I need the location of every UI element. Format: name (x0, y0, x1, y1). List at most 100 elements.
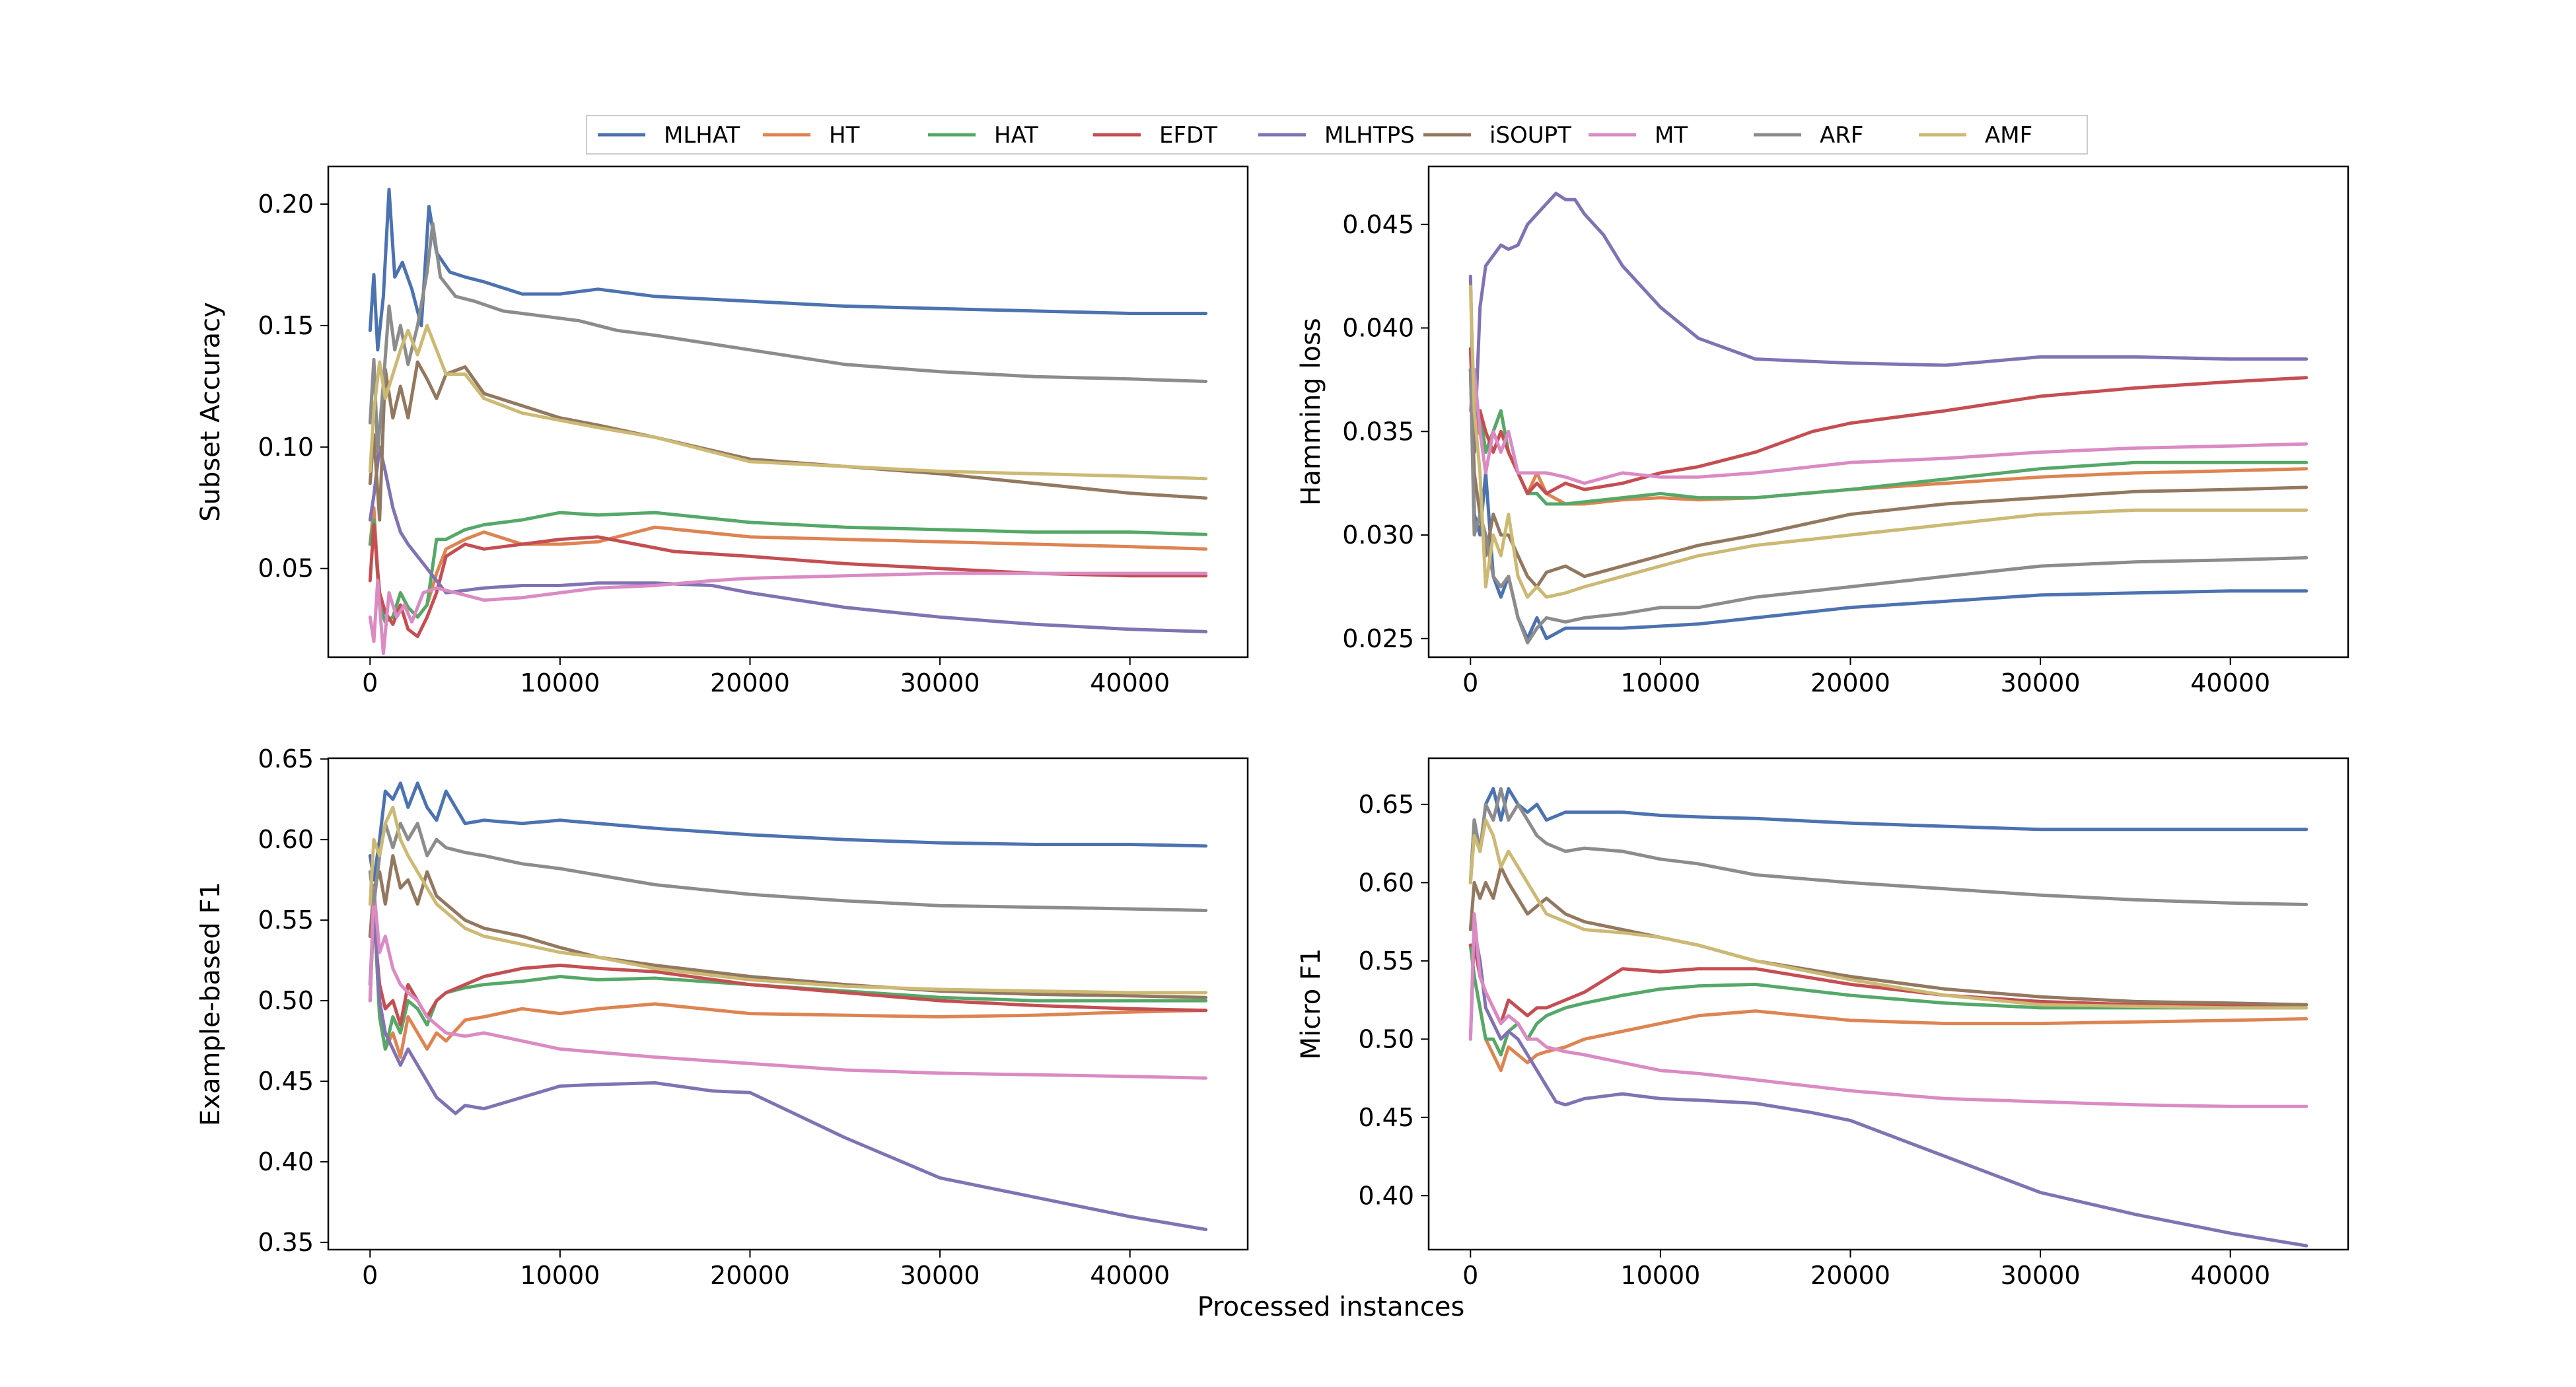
series-line-hat (1468, 943, 2308, 1057)
x-tick-label: 30000 (2001, 668, 2081, 697)
series-line-arf (368, 221, 1208, 454)
x-tick-label: 40000 (1090, 668, 1170, 697)
x-tick-label: 10000 (520, 1261, 600, 1290)
series-line-efdt (368, 523, 1208, 639)
series-line-arf (368, 822, 1208, 912)
x-tick-label: 30000 (900, 1261, 980, 1290)
series-line-mlhat (368, 188, 1208, 352)
y-tick-label: 0.035 (1342, 417, 1414, 446)
y-tick-label: 0.15 (258, 311, 314, 340)
y-axis-label-subset-accuracy: Subset Accuracy (196, 302, 226, 522)
y-tick-label: 0.50 (258, 986, 314, 1015)
axes-frame-example-based-f1 (327, 757, 1249, 1251)
x-tick-label: 20000 (710, 668, 790, 697)
y-tick-label: 0.55 (258, 906, 314, 935)
legend-entries: MLHAT HT HAT EFDT MLHTPS iSOUPT MT ARF AMF (598, 122, 2032, 149)
y-tick-label: 0.025 (1342, 624, 1414, 653)
y-tick-label: 0.60 (1358, 868, 1414, 897)
plot-area-subset-accuracy (368, 188, 1208, 655)
x-tick-label: 40000 (2190, 668, 2270, 697)
y-tick-label: 0.65 (258, 744, 314, 773)
y-tick-label: 0.05 (258, 554, 314, 583)
x-tick-label: 0 (1462, 1261, 1478, 1290)
panel-subset-accuracy: 0 10000 20000 30000 40000 0.05 0.10 0.15 0.20 Sub… (196, 165, 1249, 697)
series-line-efdt (368, 918, 1208, 1027)
series-line-mt (1468, 367, 2308, 485)
legend-label-hat: HAT (994, 122, 1038, 149)
legend-box (586, 115, 2088, 155)
y-tick-label: 0.045 (1342, 210, 1414, 239)
series-line-mlhat (368, 781, 1208, 882)
plot-area-example-based-f1 (368, 781, 1208, 1231)
legend: MLHAT HT HAT EFDT MLHTPS iSOUPT MT ARF AMF (586, 115, 2088, 155)
plot-area-hamming-loss (1468, 192, 2308, 645)
axes-frame-hamming-loss (1427, 165, 2349, 658)
axes-frame-subset-accuracy (327, 165, 1249, 658)
series-line-mlhtps (368, 902, 1208, 1231)
series-line-amf (1468, 285, 2308, 599)
series-line-arf (1468, 787, 2308, 906)
series-line-ht (1468, 943, 2308, 1073)
y-tick-label: 0.60 (258, 825, 314, 854)
series-line-hat (368, 902, 1208, 1051)
x-tick-label: 20000 (1810, 668, 1890, 697)
y-tick-label: 0.40 (258, 1147, 314, 1176)
series-line-mt (368, 571, 1208, 655)
legend-label-isoupt: iSOUPT (1489, 122, 1571, 149)
series-line-amf (368, 805, 1208, 995)
series-line-mt (1468, 912, 2308, 1108)
series-line-amf (368, 324, 1208, 481)
series-line-mt (368, 886, 1208, 1080)
x-tick-label: 0 (362, 1261, 378, 1290)
series-line-mlhtps (1468, 928, 2308, 1248)
legend-label-amf: AMF (1985, 122, 2032, 149)
y-tick-label: 0.65 (1358, 790, 1414, 819)
y-tick-label: 0.40 (1358, 1181, 1414, 1210)
legend-label-efdt: EFDT (1159, 122, 1217, 149)
y-axis-label-hamming-loss: Hamming loss (1296, 318, 1326, 505)
x-tick-label: 30000 (900, 668, 980, 697)
x-tick-label: 20000 (1810, 1261, 1890, 1290)
legend-label-arf: ARF (1820, 122, 1863, 149)
series-line-amf (1468, 818, 2308, 1010)
series-line-ht (368, 902, 1208, 1059)
series-line-mlhtps (1468, 192, 2308, 454)
series-line-efdt (1468, 347, 2308, 495)
panel-example-based-f1: 0 10000 20000 30000 40000 0.35 0.40 0.45 0.50 0.5… (196, 744, 1249, 1290)
x-tick-label: 40000 (1090, 1261, 1170, 1290)
series-line-isoupt (1468, 367, 2308, 588)
x-tick-label: 10000 (1620, 668, 1700, 697)
x-tick-label: 10000 (1620, 1261, 1700, 1290)
legend-label-mt: MT (1655, 122, 1688, 149)
y-tick-label: 0.45 (1358, 1103, 1414, 1132)
shared-x-axis-label: Processed instances (1198, 1292, 1465, 1322)
y-tick-label: 0.55 (1358, 946, 1414, 976)
y-tick-label: 0.10 (258, 433, 314, 462)
x-tick-label: 0 (1462, 668, 1478, 697)
series-line-mlhtps (368, 445, 1208, 633)
x-tick-label: 20000 (710, 1261, 790, 1290)
y-axis-label-example-based-f1: Example-based F1 (196, 882, 226, 1126)
y-tick-label: 0.040 (1342, 314, 1414, 343)
y-tick-label: 0.030 (1342, 520, 1414, 550)
y-axis-label-micro-f1: Micro F1 (1296, 948, 1326, 1060)
panel-hamming-loss: 0 10000 20000 30000 40000 0.025 0.030 0.035 0.04… (1296, 165, 2349, 697)
y-tick-label: 0.50 (1358, 1024, 1414, 1053)
y-tick-label: 0.45 (258, 1067, 314, 1096)
y-tick-label: 0.20 (258, 190, 314, 219)
x-tick-label: 40000 (2190, 1261, 2270, 1290)
series-line-isoupt (1468, 865, 2308, 1007)
legend-label-mlhat: MLHAT (664, 122, 740, 149)
x-tick-label: 0 (362, 668, 378, 697)
axes-frame-micro-f1 (1427, 757, 2349, 1251)
x-tick-label: 30000 (2001, 1261, 2081, 1290)
legend-label-ht: HT (829, 122, 860, 149)
legend-label-mlhtps: MLHTPS (1324, 122, 1415, 149)
plot-area-micro-f1 (1468, 787, 2308, 1248)
y-tick-label: 0.35 (258, 1228, 314, 1257)
panel-micro-f1: 0 10000 20000 30000 40000 0.40 0.45 0.50 0.55 0.6… (1296, 757, 2349, 1290)
x-tick-label: 10000 (520, 668, 600, 697)
series-line-mlhat (1468, 787, 2308, 884)
